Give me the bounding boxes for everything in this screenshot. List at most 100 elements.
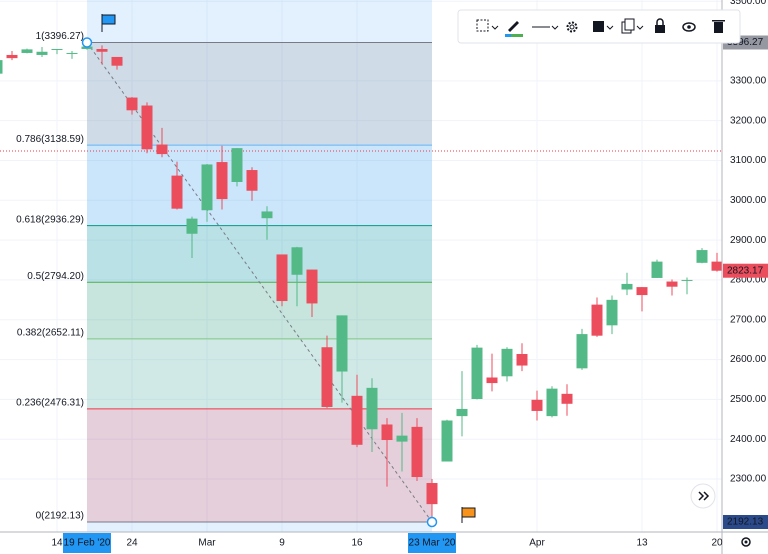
settings-button[interactable] xyxy=(741,537,751,547)
date-range-label: 23 Mar '20 xyxy=(409,538,456,549)
candle-body xyxy=(591,304,603,336)
candle-body xyxy=(366,387,378,430)
candle-body xyxy=(426,483,438,505)
scroll-button[interactable] xyxy=(690,483,716,509)
x-tick-label: 16 xyxy=(351,538,363,549)
y-tick-label: 3000.00 xyxy=(730,195,767,206)
toolbar-clone-button[interactable] xyxy=(621,18,644,34)
toolbar-delete-button[interactable] xyxy=(712,20,725,33)
x-tick-label: 14 xyxy=(51,538,63,549)
fib-bottom-price-label: 2192.13 xyxy=(727,517,764,528)
candle-body xyxy=(351,395,363,445)
candle-body xyxy=(396,435,408,442)
y-tick-label: 2400.00 xyxy=(730,434,767,445)
fib-top-price-label: 3396.27 xyxy=(727,37,764,48)
time-axis-bg xyxy=(0,532,768,554)
candle-body xyxy=(486,377,498,384)
candle-body xyxy=(321,347,333,407)
y-tick-label: 2600.00 xyxy=(730,354,767,365)
candle-body xyxy=(636,287,648,296)
x-tick-label: 9 xyxy=(279,538,285,549)
fib-level-label: 1(3396.27) xyxy=(36,31,84,42)
candle-body xyxy=(96,48,108,52)
fib-level-label: 0.786(3138.59) xyxy=(16,134,84,145)
fib-level-label: 0.382(2652.11) xyxy=(17,327,84,338)
fib-zone xyxy=(87,282,432,339)
last-price-label-bg xyxy=(723,263,768,278)
candle-body xyxy=(696,250,708,263)
candle-body xyxy=(576,334,588,369)
date-range-label-bg xyxy=(408,533,456,553)
candle-body xyxy=(171,175,183,209)
candle-body xyxy=(261,211,273,219)
fib-zone xyxy=(87,408,432,522)
toolbar-line-button[interactable] xyxy=(532,25,559,30)
candle-body xyxy=(456,408,468,417)
x-tick-label: 13 xyxy=(636,538,648,549)
y-tick-label: 2700.00 xyxy=(730,314,767,325)
candle-body xyxy=(276,254,288,302)
toolbar-color-button[interactable] xyxy=(505,21,523,37)
fib-level-label: 0.236(2476.31) xyxy=(16,397,84,408)
fib-level-label: 0.5(2794.20) xyxy=(27,271,84,282)
candle-body xyxy=(186,218,198,234)
candle-body xyxy=(0,60,3,74)
fib-level-label: 0(2192.13) xyxy=(36,511,84,522)
candle-body xyxy=(141,105,153,150)
candle-body xyxy=(666,281,678,287)
candle-body xyxy=(531,399,543,411)
toolbar-lock-button[interactable] xyxy=(655,18,665,33)
date-range-highlight xyxy=(87,0,432,532)
y-tick-label: 3100.00 xyxy=(730,155,767,166)
candle-body xyxy=(441,420,453,462)
candle-body xyxy=(21,49,33,53)
candle-body xyxy=(81,46,93,49)
fib-level-label: 0.618(2936.29) xyxy=(16,214,84,225)
date-range-label-bg xyxy=(63,533,111,553)
candle-body xyxy=(681,279,693,281)
candle-body xyxy=(336,315,348,372)
flag-marker xyxy=(461,507,476,523)
x-tick-label: Apr xyxy=(529,538,545,549)
candle-body xyxy=(231,148,243,182)
candle-body xyxy=(516,354,528,366)
candle-body xyxy=(201,164,213,211)
y-tick-label: 2500.00 xyxy=(730,394,767,405)
date-range-label: 19 Feb '20 xyxy=(64,538,111,549)
flag-marker xyxy=(101,14,116,32)
y-tick-label: 2300.00 xyxy=(730,474,767,485)
candle-body xyxy=(291,247,303,275)
fib-zone xyxy=(87,42,432,146)
candle-body xyxy=(51,48,63,50)
toolbar-visibility-button[interactable] xyxy=(682,22,696,32)
y-tick-label: 3500.00 xyxy=(730,0,767,7)
candle-body xyxy=(411,426,423,478)
candle-body xyxy=(216,162,228,200)
candle-body xyxy=(6,54,18,59)
fib-anchor xyxy=(81,37,93,48)
plot-area: 1(3396.27) 0.786(3138.59) 0.618(2936.29) 0.… xyxy=(0,0,722,532)
candle-body xyxy=(381,424,393,441)
toolbar-settings-button[interactable] xyxy=(566,21,578,33)
candle-body xyxy=(306,269,318,304)
y-tick-label: 3200.00 xyxy=(730,115,767,126)
toolbar-frame-button[interactable] xyxy=(476,19,499,32)
candle-body xyxy=(711,261,722,271)
candle-body xyxy=(156,144,168,155)
fib-anchor xyxy=(426,516,438,528)
candle-body xyxy=(36,51,48,55)
toolbar-template-button[interactable] xyxy=(593,21,614,32)
y-tick-label: 3300.00 xyxy=(730,75,767,86)
candle-body xyxy=(621,283,633,290)
x-tick-label: Mar xyxy=(198,538,216,549)
fib-bottom-price-label-bg xyxy=(723,514,768,529)
candle-body xyxy=(111,56,123,66)
y-tick-label: 2900.00 xyxy=(730,235,767,246)
x-tick-label: 24 xyxy=(126,538,138,549)
candle-body xyxy=(546,388,558,417)
fib-zone xyxy=(87,338,432,409)
candle-body xyxy=(606,299,618,326)
fib-zone xyxy=(87,145,432,226)
